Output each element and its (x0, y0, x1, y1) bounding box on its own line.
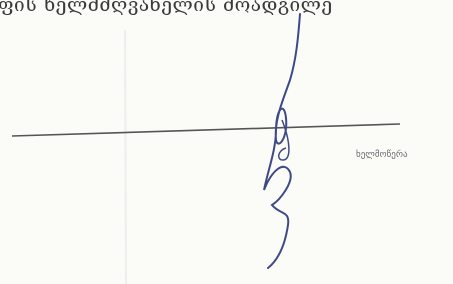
page-graphics (0, 0, 453, 284)
signature-stroke (279, 120, 289, 160)
document-page: ფის ხელმძღვანელის მოადგილე ხელმოწერა (0, 0, 453, 284)
signature-line (12, 124, 400, 136)
signature (264, 14, 300, 268)
signature-label: ხელმოწერა (356, 150, 408, 160)
position-title: ფის ხელმძღვანელის მოადგილე (0, 0, 333, 16)
fold-line (125, 30, 126, 284)
